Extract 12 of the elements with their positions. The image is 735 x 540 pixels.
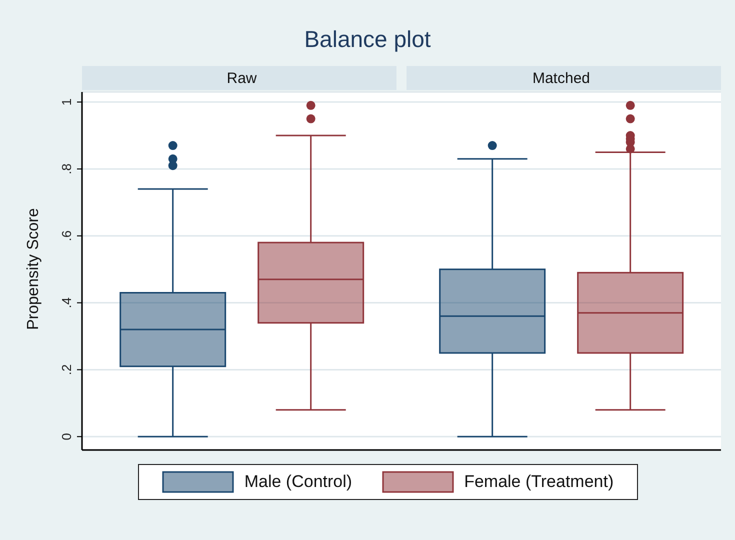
x-tick-label: Raw (226, 70, 257, 87)
y-tick-label: 1 (59, 98, 74, 106)
chart-title: Balance plot (303, 26, 432, 53)
legend-label: Female (Treatment) (464, 472, 614, 492)
y-tick-label: .2 (59, 364, 74, 376)
y-tick-label: .6 (59, 230, 74, 242)
legend-label: Male (Control) (244, 472, 352, 492)
x-tick-label: Matched (532, 70, 590, 87)
y-tick-label: .4 (59, 297, 74, 308)
y-tick-label: 0 (59, 433, 74, 440)
y-axis-title: Propensity Score (25, 208, 43, 330)
y-tick-label: .8 (59, 164, 74, 174)
